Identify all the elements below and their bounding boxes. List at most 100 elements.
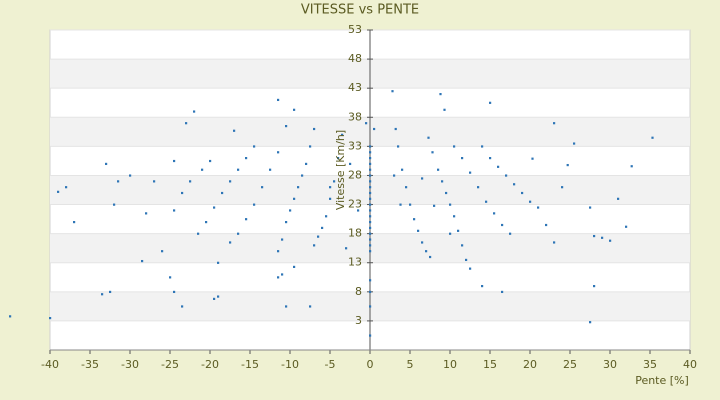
scatter-point xyxy=(439,93,442,96)
scatter-point xyxy=(545,223,548,227)
scatter-point xyxy=(445,191,448,195)
scatter-point xyxy=(245,218,248,221)
scatter-point xyxy=(529,200,532,203)
scatter-point xyxy=(269,168,272,171)
x-tick-label: 25 xyxy=(563,358,577,371)
scatter-point xyxy=(277,151,280,154)
scatter-point xyxy=(369,186,372,189)
scatter-point xyxy=(531,157,534,160)
scatter-point xyxy=(141,259,144,263)
scatter-point xyxy=(573,142,576,145)
y-tick-label: 3 xyxy=(355,314,362,327)
scatter-point xyxy=(321,226,324,230)
scatter-point xyxy=(369,209,372,212)
scatter-point xyxy=(173,209,176,212)
scatter-point xyxy=(197,232,200,235)
y-axis-title: Vitesse [Km/h] xyxy=(334,130,347,210)
scatter-point xyxy=(369,226,372,230)
scatter-point xyxy=(357,209,360,212)
y-tick-label: 23 xyxy=(348,198,362,211)
scatter-point xyxy=(217,295,220,298)
scatter-point xyxy=(229,180,232,183)
scatter-point xyxy=(453,215,456,218)
y-tick-label: 53 xyxy=(348,23,362,36)
scatter-point xyxy=(437,168,440,171)
scatter-point xyxy=(457,229,460,232)
scatter-point xyxy=(221,191,224,195)
scatter-point xyxy=(369,232,372,235)
scatter-point xyxy=(369,191,372,195)
scatter-point xyxy=(369,305,372,308)
y-tick-label: 48 xyxy=(348,52,362,65)
scatter-point xyxy=(369,244,372,247)
scatter-point xyxy=(297,186,300,189)
scatter-point xyxy=(443,108,446,111)
scatter-point xyxy=(369,151,372,154)
scatter-point xyxy=(369,174,372,177)
scatter-point xyxy=(625,225,628,228)
scatter-point xyxy=(253,145,256,148)
scatter-point xyxy=(369,180,372,183)
scatter-point xyxy=(413,218,416,221)
scatter-point xyxy=(589,321,592,324)
scatter-point xyxy=(113,203,116,206)
scatter-point xyxy=(433,204,436,207)
scatter-point xyxy=(497,165,500,168)
scatter-point xyxy=(393,174,396,177)
scatter-point xyxy=(145,212,148,215)
scatter-point xyxy=(293,108,296,111)
scatter-point xyxy=(169,276,172,279)
y-tick-label: 38 xyxy=(348,110,362,123)
scatter-point xyxy=(341,133,344,136)
scatter-point xyxy=(73,221,76,224)
scatter-point xyxy=(213,206,216,209)
y-tick-label: 8 xyxy=(355,285,362,298)
x-axis-title: Pente [%] xyxy=(635,374,689,387)
x-tick-label: -40 xyxy=(41,358,59,371)
scatter-point xyxy=(205,221,208,224)
scatter-point xyxy=(481,145,484,148)
scatter-point xyxy=(421,241,424,244)
scatter-point xyxy=(189,180,192,183)
scatter-point xyxy=(109,290,112,294)
scatter-point xyxy=(369,203,372,206)
y-tick-label: 33 xyxy=(348,139,362,152)
scatter-point xyxy=(369,334,372,337)
scatter-point xyxy=(285,221,288,224)
scatter-point xyxy=(427,136,430,139)
scatter-point xyxy=(566,163,569,167)
x-tick-label: -35 xyxy=(81,358,99,371)
scatter-point xyxy=(173,159,176,163)
scatter-point xyxy=(285,125,288,128)
scatter-point xyxy=(309,305,312,308)
scatter-point xyxy=(429,255,432,259)
scatter-point xyxy=(333,180,336,183)
scatter-point xyxy=(630,165,633,168)
scatter-point xyxy=(261,186,264,189)
scatter-point xyxy=(293,197,296,200)
scatter-point xyxy=(489,157,492,160)
scatter-point xyxy=(417,229,420,232)
scatter-point xyxy=(237,232,240,235)
scatter-point xyxy=(521,191,524,195)
scatter-point xyxy=(461,244,464,247)
scatter-point xyxy=(369,157,372,160)
scatter-point xyxy=(409,203,412,206)
scatter-point xyxy=(651,136,654,139)
scatter-point xyxy=(329,197,332,200)
scatter-point xyxy=(469,171,472,174)
scatter-point xyxy=(329,186,332,189)
scatter-point xyxy=(233,129,236,132)
x-tick-label: -15 xyxy=(241,358,259,371)
scatter-point xyxy=(229,241,232,244)
y-tick-label: 43 xyxy=(348,81,362,94)
scatter-point xyxy=(325,215,328,218)
scatter-point xyxy=(9,315,12,318)
x-tick-label: 30 xyxy=(603,358,617,371)
x-tick-label: -20 xyxy=(201,358,219,371)
y-tick-label: 18 xyxy=(348,227,362,240)
x-tick-label: 5 xyxy=(407,358,414,371)
scatter-point xyxy=(277,276,280,279)
scatter-point xyxy=(101,293,104,296)
scatter-point xyxy=(309,145,312,148)
